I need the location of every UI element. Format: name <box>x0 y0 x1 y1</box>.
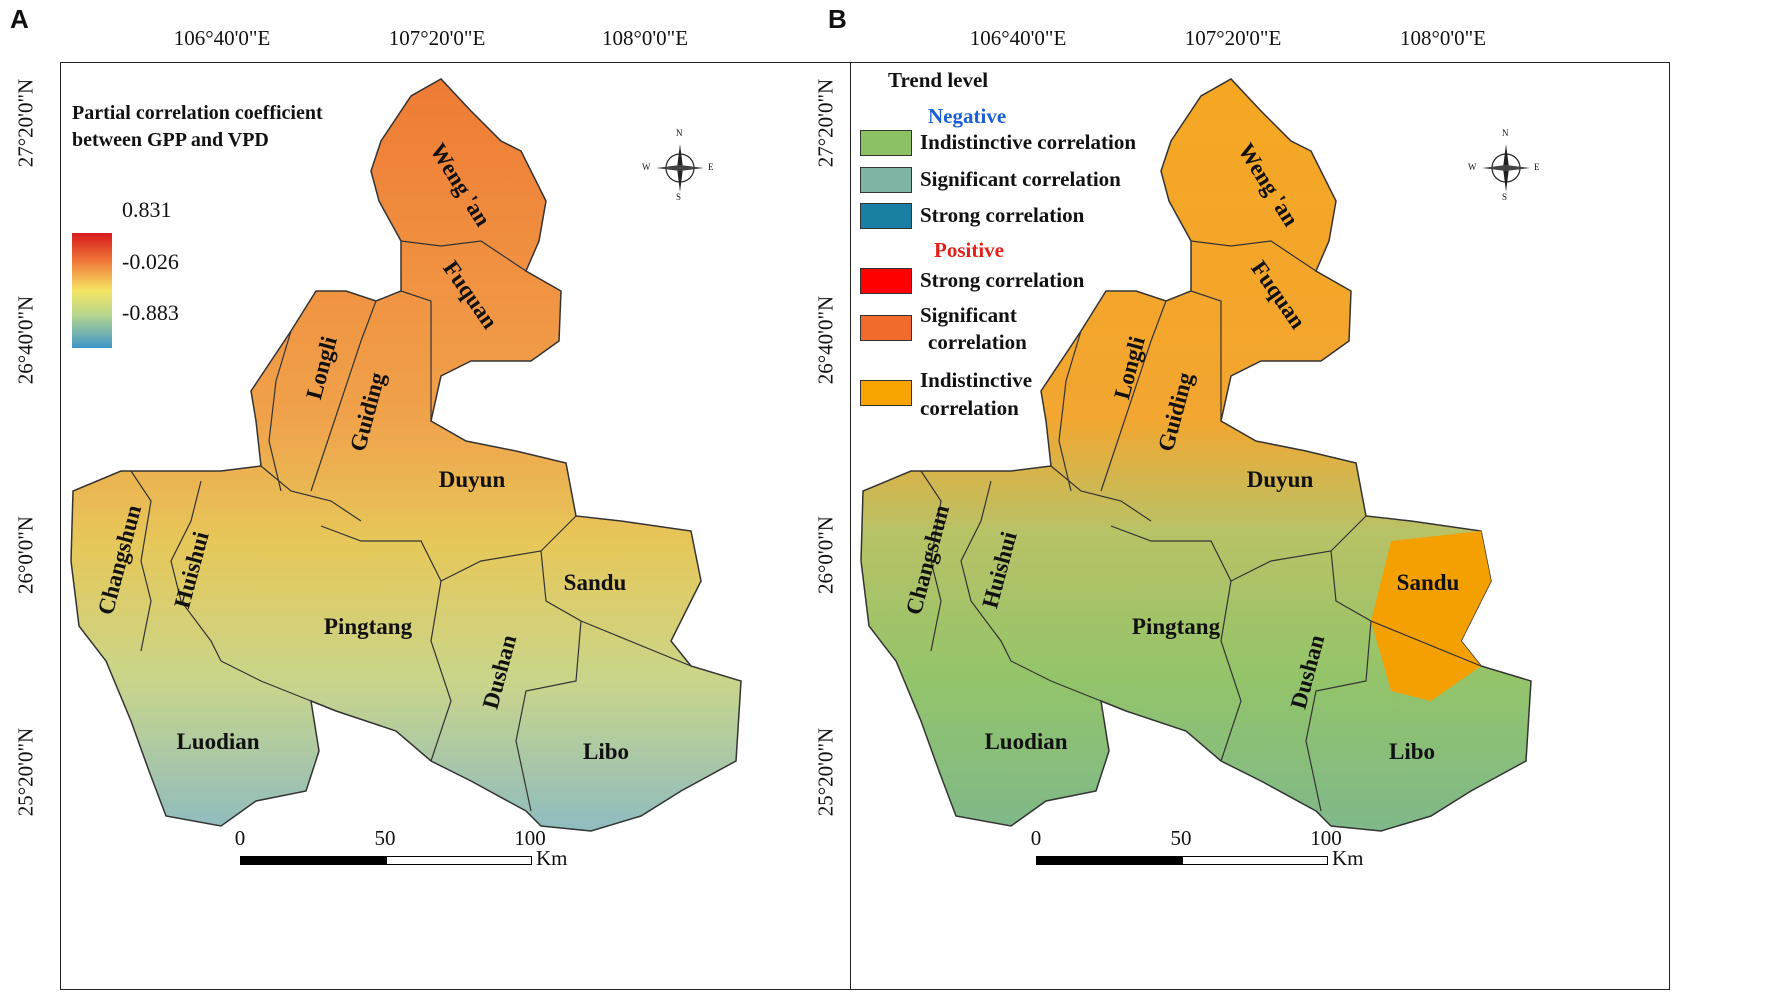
legend-title: Trend level <box>888 68 989 92</box>
latitude-label: 25°20'0"N <box>13 727 38 817</box>
scale-bar-black <box>240 856 386 865</box>
color-bar-max: 0.831 <box>122 197 172 222</box>
county-label: Luodian <box>984 729 1068 754</box>
legend-positive-header: Positive <box>934 238 1004 262</box>
scale-tick: 0 <box>1030 826 1042 850</box>
scale-tick: 100 <box>514 826 546 850</box>
legend-item: Strong correlation <box>920 268 1085 292</box>
latitude-label: 26°0'0"N <box>13 516 38 594</box>
legend-title: Partial correlation coefficient between … <box>72 102 323 151</box>
latitude-label: 27°20'0"N <box>13 78 38 168</box>
longitude-label: 108°0'0"E <box>601 26 689 50</box>
scale-tick: 0 <box>234 826 246 850</box>
scale-unit: Km <box>1332 846 1364 870</box>
scale-bar-white <box>386 856 532 865</box>
longitude-label: 106°40'0"E <box>969 26 1067 50</box>
scale-bar-white <box>1182 856 1328 865</box>
latitude-label: 25°20'0"N <box>813 727 838 817</box>
latitude-label: 27°20'0"N <box>813 78 838 168</box>
map-frame <box>850 62 1670 990</box>
county-label: Libo <box>582 739 630 764</box>
latitude-label: 26°0'0"N <box>813 516 838 594</box>
legend-swatch <box>860 380 912 406</box>
color-bar-min: -0.883 <box>122 300 179 325</box>
longitude-label: 107°20'0"E <box>1184 26 1282 50</box>
scale-tick: 50 <box>374 826 396 850</box>
scale-tick: 100 <box>1310 826 1342 850</box>
color-bar <box>72 233 112 348</box>
legend-item: correlation <box>928 330 1027 354</box>
legend-swatch <box>860 167 912 193</box>
legend-negative-header: Negative <box>928 104 1007 128</box>
region-map <box>70 78 742 832</box>
county-label: Sandu <box>1396 570 1460 595</box>
legend-item: Significant correlation <box>920 167 1121 191</box>
scale-unit: Km <box>536 846 568 870</box>
north-arrow-icon <box>656 144 704 192</box>
county-label: Sandu <box>563 570 627 595</box>
compass-e: E <box>708 162 714 172</box>
legend-swatch <box>860 268 912 294</box>
compass-n: N <box>676 128 683 138</box>
panel-a: A 106°40'0"E 107°20'0"E 108°0'0"E 27°20'… <box>0 0 887 1002</box>
compass-n: N <box>1502 128 1509 138</box>
county-label: Pingtang <box>323 614 413 639</box>
county-label: Duyun <box>438 467 506 492</box>
legend-swatch <box>860 130 912 156</box>
longitude-label: 108°0'0"E <box>1399 26 1487 50</box>
legend-item: correlation <box>920 396 1019 420</box>
compass-w: W <box>642 162 651 172</box>
legend-item: Indistinctive <box>920 368 1033 392</box>
panel-b: B 106°40'0"E 107°20'0"E 108°0'0"E 27°20'… <box>814 0 1775 1002</box>
panel-letter: B <box>828 4 847 34</box>
legend-item: Indistinctive correlation <box>920 130 1137 154</box>
county-label: Duyun <box>1246 467 1314 492</box>
map-frame <box>60 62 870 990</box>
county-label: Libo <box>1388 739 1436 764</box>
legend-item: Strong correlation <box>920 203 1085 227</box>
scale-tick: 50 <box>1170 826 1192 850</box>
longitude-label: 107°20'0"E <box>388 26 486 50</box>
scale-bar-black <box>1036 856 1182 865</box>
compass-w: W <box>1468 162 1477 172</box>
county-label: Pingtang <box>1131 614 1221 639</box>
region-outline <box>70 78 742 832</box>
county-label: Luodian <box>176 729 260 754</box>
north-arrow-icon <box>1482 144 1530 192</box>
compass-e: E <box>1534 162 1540 172</box>
latitude-label: 26°40'0"N <box>813 295 838 385</box>
compass-s: S <box>676 192 682 202</box>
legend-swatch <box>860 203 912 229</box>
longitude-label: 106°40'0"E <box>173 26 271 50</box>
panel-letter: A <box>10 4 29 34</box>
legend-item: Significant <box>920 303 1017 327</box>
region-map <box>860 78 1532 832</box>
legend-swatch <box>860 315 912 341</box>
color-bar-mid: -0.026 <box>122 249 179 274</box>
compass-s: S <box>1502 192 1508 202</box>
region-outline <box>860 78 1532 832</box>
latitude-label: 26°40'0"N <box>13 295 38 385</box>
